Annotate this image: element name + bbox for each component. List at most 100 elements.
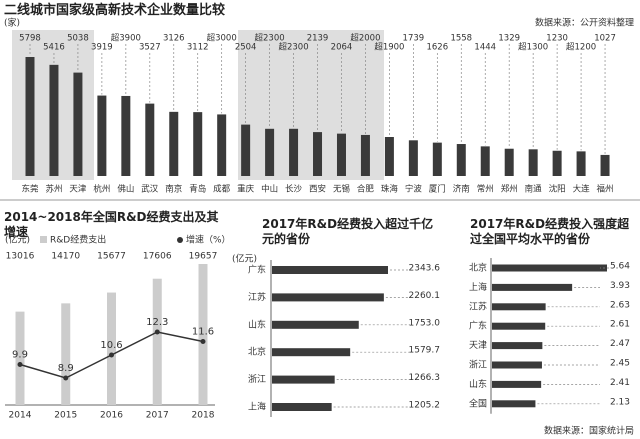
value-label: 2343.6 (409, 264, 441, 274)
bar (336, 133, 346, 176)
value-label: 3126 (163, 34, 185, 44)
value-label: 3112 (187, 43, 209, 53)
value-label: 超2000 (350, 33, 380, 44)
x-tick-label: 苏州 (45, 184, 62, 195)
bar (25, 57, 35, 176)
point (154, 329, 160, 335)
value-label: 2.63 (610, 300, 630, 310)
y-tick-label: 江苏 (248, 291, 266, 303)
value-label: 1230 (546, 34, 568, 44)
bar (576, 151, 586, 176)
value-label: 8.9 (58, 363, 74, 374)
unit-label: (家) (4, 17, 20, 29)
bar (107, 292, 116, 405)
value-label: 5416 (43, 43, 65, 53)
bar (198, 264, 208, 405)
chart-title: 2017年R&D经费投入超过千亿元的省份 (262, 217, 434, 246)
point (109, 352, 114, 358)
y-tick-label: 浙江 (248, 373, 266, 385)
x-tick-label: 成都 (213, 184, 231, 195)
x-tick-label: 大连 (573, 184, 591, 195)
y-tick-label: 上海 (469, 281, 487, 293)
bar (73, 72, 83, 176)
value-label: 13016 (6, 252, 35, 262)
bar (492, 342, 543, 350)
bar (360, 134, 370, 176)
bar (121, 95, 131, 176)
x-tick-label: 长沙 (285, 184, 303, 195)
bar (272, 348, 351, 357)
x-tick-label: 2015 (54, 411, 77, 421)
x-tick-label: 南通 (525, 184, 543, 195)
source-note: 数据来源：国家统计局 (544, 425, 634, 437)
bar (265, 128, 275, 176)
y-tick-label: 山东 (469, 378, 487, 390)
value-label: 3527 (139, 43, 161, 53)
unit-label: (亿元) (232, 253, 257, 265)
bar (145, 103, 155, 176)
point (17, 361, 23, 367)
point (63, 375, 69, 381)
value-label: 超2300 (278, 42, 308, 53)
value-label: 5798 (19, 34, 41, 44)
value-label: 11.6 (192, 326, 214, 337)
bar (432, 142, 442, 176)
bar (169, 111, 179, 176)
bar (552, 150, 562, 176)
highlight-band (238, 30, 384, 180)
value-label: 2139 (307, 34, 329, 44)
bar (480, 146, 490, 176)
x-tick-label: 福州 (597, 184, 614, 195)
bar (600, 154, 610, 176)
value-label: 2.41 (610, 378, 630, 388)
bar (492, 303, 546, 311)
value-label: 超3000 (207, 33, 237, 44)
chart-title: 2014~2018年全国R&D经费支出及其增速 (4, 210, 219, 239)
bar (15, 311, 25, 405)
x-tick-label: 珠海 (381, 184, 399, 195)
value-label: 3919 (91, 43, 113, 53)
y-tick-label: 北京 (248, 346, 266, 358)
x-tick-label: 2016 (100, 411, 123, 421)
legend-label: R&D经费支出 (50, 234, 106, 246)
value-label: 1558 (450, 34, 472, 44)
value-label: 12.3 (146, 317, 168, 328)
x-tick-label: 佛山 (117, 184, 134, 195)
value-label: 17606 (143, 252, 172, 262)
x-tick-label: 中山 (261, 184, 278, 195)
value-label: 9.9 (12, 349, 28, 360)
chart-title: 二线城市国家级高新技术企业数量比较 (4, 3, 226, 18)
bar (152, 278, 162, 405)
value-label: 1205.2 (409, 401, 441, 411)
source-note: 数据来源：公开资料整理 (535, 17, 634, 29)
bar (49, 64, 59, 176)
bar (313, 132, 323, 176)
y-tick-label: 上海 (248, 401, 266, 413)
legend-swatch (177, 237, 183, 243)
value-label: 1753.0 (409, 318, 441, 328)
x-tick-label: 青岛 (189, 184, 206, 195)
legend-swatch (40, 236, 47, 243)
y-tick-label: 广东 (469, 320, 487, 332)
y-tick-label: 浙江 (469, 359, 487, 371)
bar (504, 148, 514, 176)
x-tick-label: 济南 (453, 184, 470, 195)
value-label: 超2300 (255, 33, 285, 44)
value-label: 2.61 (610, 320, 630, 330)
y-tick-label: 北京 (469, 262, 487, 274)
x-tick-label: 南京 (165, 184, 182, 195)
x-tick-label: 宁波 (405, 184, 423, 195)
x-tick-label: 东莞 (21, 184, 39, 195)
y-tick-label: 江苏 (469, 300, 487, 312)
bar (97, 95, 107, 176)
value-label: 2504 (235, 43, 257, 53)
value-label: 2.45 (610, 359, 630, 369)
value-label: 3.93 (610, 281, 630, 291)
value-label: 1027 (594, 34, 616, 44)
bar (408, 140, 418, 176)
bar (241, 124, 251, 176)
x-tick-label: 2017 (146, 411, 169, 421)
value-label: 2260.1 (409, 291, 441, 301)
